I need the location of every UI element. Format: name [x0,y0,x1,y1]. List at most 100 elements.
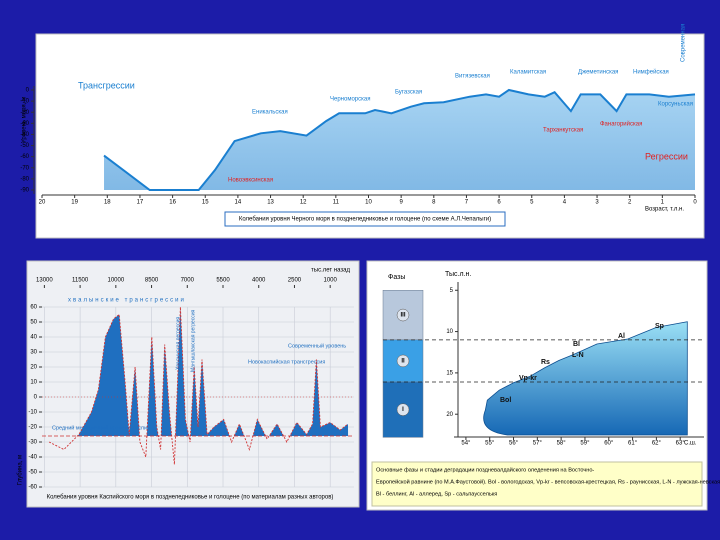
y-tick-label: 15 [446,370,453,376]
x-tick-label: 18 [104,200,111,206]
phase-marker [396,308,410,322]
x-tick-label: 1000 [324,278,338,284]
level-line [48,306,349,465]
y-axis-label: Уровень моря, м [22,97,28,143]
caption: Колебания уровня Каспийского моря в позд… [47,494,334,501]
y-tick-label: -60 [28,485,37,491]
x-tick-label: 10 [365,200,372,206]
x-tick-label: 4000 [252,278,266,284]
caption: Колебания уровня Черного моря в позднеле… [239,217,491,223]
phase-title: Фазы [388,274,405,281]
caption-box [224,211,506,227]
annotation: Трансгрессии [78,80,135,90]
phase-label: II [401,358,405,364]
y-tick-label: -20 [20,110,29,116]
y-tick-label: 0 [26,88,30,94]
x-tick-label: 8 [432,200,436,206]
x-tick-label: 62° [652,441,662,447]
annotation: Корсуньская [658,102,693,108]
x-tick-label: 0 [693,200,697,206]
stage-label: L-N [572,352,584,359]
x-axis-label: С.ш. [684,441,697,447]
level-line [103,88,696,191]
annotation: Современная [681,24,687,62]
annotation: Современный уровень [288,342,346,349]
y-tick-label: 5 [450,288,454,294]
y-tick-label: 50 [30,320,37,326]
y-tick-label: 0 [34,395,38,401]
ice-area [483,321,688,436]
stage-label: Vp-kr [519,375,537,382]
x-tick-label: 54° [461,441,471,447]
x-tick-label: 4 [563,200,567,206]
water-area [104,90,695,190]
y-tick-label: 20 [30,365,37,371]
x-tick-label: 14 [235,200,242,206]
y-tick-label: -70 [20,165,29,171]
phase-label: III [400,313,405,319]
x-tick-label: 6 [497,200,501,206]
stage-label: Bol [500,397,511,404]
x-tick-label: 5500 [216,278,230,284]
y-axis-label: Тыс.л.н. [445,271,471,278]
x-tick-label: 19 [71,200,78,206]
x-tick-label: 17 [137,200,144,206]
annotation: Каламитская [510,70,546,76]
y-tick-label: 10 [30,380,37,386]
y-tick-label: 10 [446,329,453,335]
y-tick-label: 20 [446,412,453,418]
x-tick-label: 9 [399,200,403,206]
y-tick-label: -10 [20,99,29,105]
y-tick-label: -30 [20,121,29,127]
x-tick-label: 3 [595,200,599,206]
x-tick-label: 1 [661,200,665,206]
panel-caspian [26,260,360,508]
x-tick-label: 11500 [72,278,89,284]
caption: Bl - беллинг, Al - аллеред, Sp - сальпау… [376,491,497,497]
caption: Европейской равнине (по М.А.Фаустовой). … [376,478,720,485]
x-tick-label: 58° [557,441,567,447]
annotation: Средний многолетний уровень Каспия [52,424,150,431]
x-tick-label: 11 [333,200,340,206]
x-tick-label: 59° [580,441,590,447]
y-tick-label: -10 [28,410,37,416]
annotation: Еникальская [252,110,288,116]
annotation: Фанагорийская [600,121,642,128]
phase-marker [396,403,410,416]
y-tick-label: 40 [30,335,37,341]
transgression-area [49,307,349,436]
x-tick-label: 2 [628,200,632,206]
x-tick-label: 60° [604,441,614,447]
annotation: Новокаспийская трансгрессия [248,358,325,365]
phase-marker [396,354,410,368]
y-tick-label: -20 [28,425,37,431]
annotation: хвалынские трансгрессии [68,298,186,304]
y-tick-label: -90 [20,188,29,194]
x-tick-label: 15 [202,200,209,206]
y-tick-label: -30 [28,440,37,446]
x-tick-label: 61° [628,441,638,447]
x-axis-label: Возраст, т.л.н. [645,207,684,213]
x-tick-label: 55° [485,441,495,447]
x-tick-label: 20 [39,200,46,206]
annotation: Новоэвксинская [228,178,273,184]
annotation: Мангышлакская регрессия [190,309,196,372]
x-tick-label: 16 [169,200,176,206]
y-tick-label: 30 [30,350,37,356]
x-tick-label: 56° [509,441,519,447]
x-tick-label: 13000 [36,278,53,284]
x-tick-label: 57° [533,441,543,447]
x-tick-label: 10000 [107,278,124,284]
y-axis-label: Глубина, м [18,455,24,485]
y-tick-label: -40 [20,132,29,138]
annotation: Нимфейская [633,69,669,76]
y-tick-label: -60 [20,154,29,160]
x-tick-label: 7 [465,200,469,206]
annotation: Хвалынская регрессия [175,317,181,370]
annotation: Тарханкутская [543,128,583,134]
y-tick-label: -50 [28,470,37,476]
x-tick-label: 2500 [288,278,302,284]
caption: Основные фазы и стадии деградации поздне… [376,466,594,473]
annotation: Витязевская [455,74,490,80]
